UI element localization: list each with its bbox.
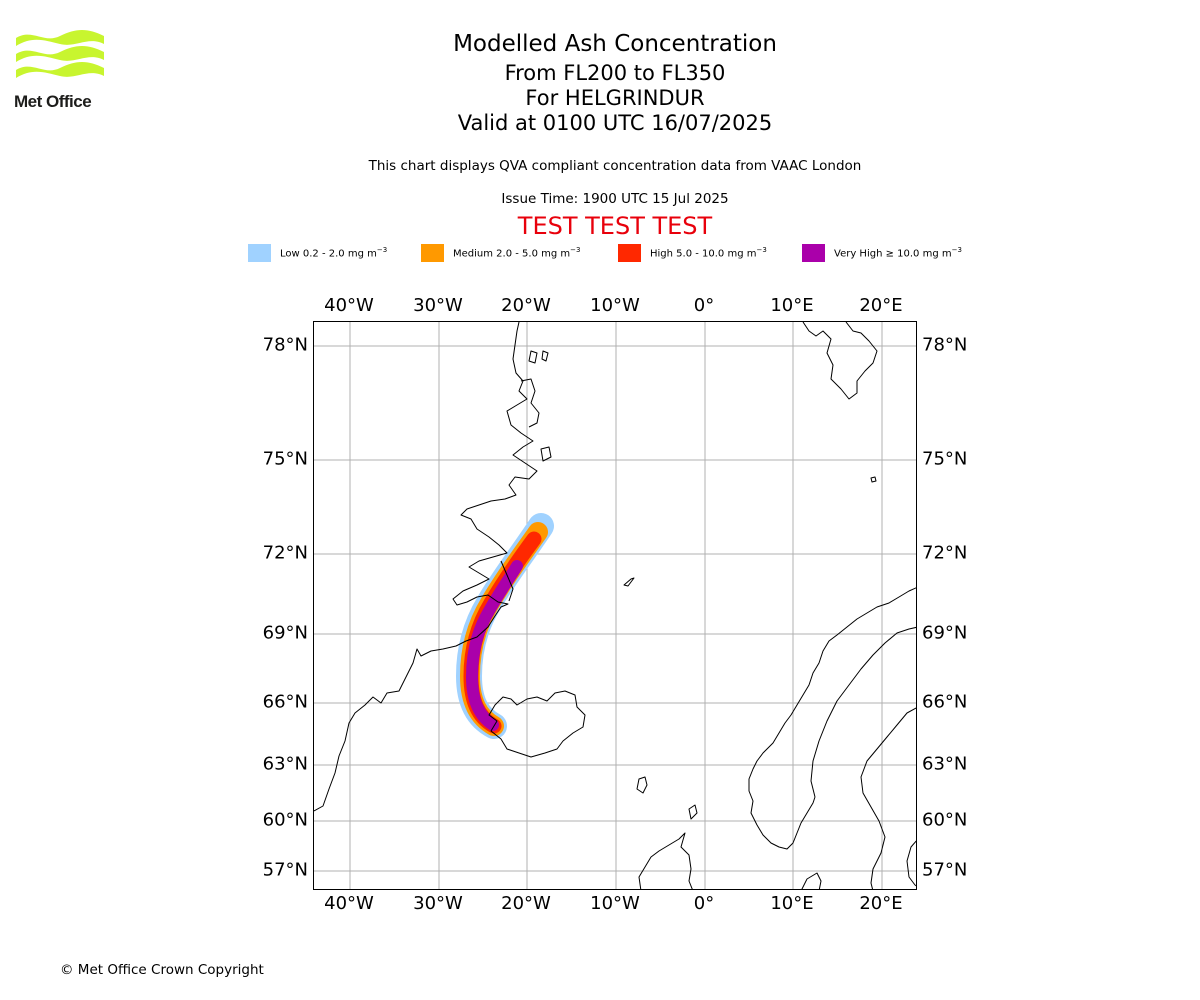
lon-tick-bottom-20e: 20°E: [859, 893, 903, 914]
lat-tick-right-60n: 60°N: [922, 809, 968, 831]
legend-swatch-high: [618, 244, 641, 262]
lon-tick-bottom-0: 0°: [693, 893, 715, 914]
greenland-island-north-b: [528, 350, 538, 364]
legend-label-high: High 5.0 - 10.0 mg m−3: [650, 246, 767, 260]
valid-time: Valid at 0100 UTC 16/07/2025: [457, 111, 773, 135]
lat-tick-right-66n: 66°N: [922, 691, 968, 713]
baltic-coastline: [906, 840, 916, 887]
lon-tick-top-0: 0°: [693, 295, 715, 316]
ash-map[interactable]: [313, 321, 917, 890]
lon-tick-bottom-40w: 40°W: [324, 893, 374, 914]
lon-tick-top-10w: 10°W: [590, 295, 640, 316]
denmark-coastline: [801, 872, 822, 889]
lon-tick-top-20w: 20°W: [501, 295, 551, 316]
legend-swatch-low: [248, 244, 271, 262]
lat-tick-left-66n: 66°N: [262, 691, 308, 713]
svalbard-coastline: [802, 322, 878, 400]
lat-tick-right-57n: 57°N: [922, 859, 968, 881]
met-office-waves-icon: [16, 30, 104, 78]
greenland-coastline: [314, 322, 538, 812]
legend-item-medium: Medium 2.0 - 5.0 mg m−3: [421, 244, 580, 262]
greenland-fjord: [500, 560, 514, 602]
volcano-name: For HELGRINDUR: [525, 86, 705, 110]
coastlines: [314, 322, 916, 889]
lon-tick-bottom-10e: 10°E: [770, 893, 814, 914]
lat-tick-left-63n: 63°N: [262, 753, 308, 775]
met-office-logo-text: Met Office: [14, 92, 92, 111]
concentration-legend: Low 0.2 - 2.0 mg m−3 Medium 2.0 - 5.0 mg…: [0, 244, 1200, 264]
flight-level-range: From FL200 to FL350: [504, 61, 726, 85]
legend-label-medium: Medium 2.0 - 5.0 mg m−3: [453, 246, 581, 260]
lat-tick-right-72n: 72°N: [922, 542, 968, 564]
bear-island-coastline: [870, 476, 877, 483]
map-canvas: [314, 322, 916, 889]
lon-tick-bottom-10w: 10°W: [590, 893, 640, 914]
lon-tick-top-10e: 10°E: [770, 295, 814, 316]
legend-item-low: Low 0.2 - 2.0 mg m−3: [248, 244, 387, 262]
lat-tick-left-78n: 78°N: [262, 334, 308, 356]
ash-band-very-high: [466, 560, 523, 731]
greenland-island-north-c: [541, 350, 549, 362]
greenland-inlet: [520, 378, 540, 428]
chart-title-block: Modelled Ash Concentration From FL200 to…: [315, 28, 915, 136]
lat-tick-left-57n: 57°N: [262, 859, 308, 881]
greenland-island-north-a: [540, 446, 552, 462]
legend-item-very-high: Very High ≥ 10.0 mg m−3: [802, 244, 962, 262]
test-banner: TEST TEST TEST: [517, 212, 713, 240]
lat-tick-left-60n: 60°N: [262, 809, 308, 831]
lat-tick-right-63n: 63°N: [922, 753, 968, 775]
lat-tick-left-72n: 72°N: [262, 542, 308, 564]
shetland-coastline: [688, 804, 698, 820]
faroe-islands-coastline: [636, 776, 648, 794]
issue-time: Issue Time: 1900 UTC 15 Jul 2025: [501, 191, 729, 207]
scotland-coastline: [638, 832, 693, 889]
lon-tick-bottom-30w: 30°W: [413, 893, 463, 914]
chart-title: Modelled Ash Concentration: [453, 31, 777, 57]
legend-swatch-medium: [421, 244, 444, 262]
lat-tick-left-69n: 69°N: [262, 622, 308, 644]
lat-tick-right-78n: 78°N: [922, 334, 968, 356]
norway-sweden-border: [810, 626, 916, 798]
legend-label-low: Low 0.2 - 2.0 mg m−3: [280, 246, 388, 260]
legend-item-high: High 5.0 - 10.0 mg m−3: [618, 244, 767, 262]
lon-tick-top-30w: 30°W: [413, 295, 463, 316]
lat-tick-right-69n: 69°N: [922, 622, 968, 644]
ash-plume: [456, 513, 554, 739]
lat-tick-left-75n: 75°N: [262, 448, 308, 470]
iceland-coastline: [488, 690, 586, 758]
map-graticule: [314, 322, 916, 889]
lat-tick-right-75n: 75°N: [922, 448, 968, 470]
lon-tick-bottom-20w: 20°W: [501, 893, 551, 914]
norway-coastline: [748, 587, 916, 850]
lon-tick-top-40w: 40°W: [324, 295, 374, 316]
chart-description: This chart displays QVA compliant concen…: [368, 158, 862, 174]
legend-label-very-high: Very High ≥ 10.0 mg m−3: [834, 246, 962, 260]
copyright-notice: © Met Office Crown Copyright: [60, 962, 264, 978]
legend-swatch-very-high: [802, 244, 825, 262]
lon-tick-top-20e: 20°E: [859, 295, 903, 316]
sweden-coastline: [860, 707, 916, 889]
met-office-logo: Met Office: [14, 30, 108, 112]
jan-mayen-coastline: [623, 577, 635, 587]
